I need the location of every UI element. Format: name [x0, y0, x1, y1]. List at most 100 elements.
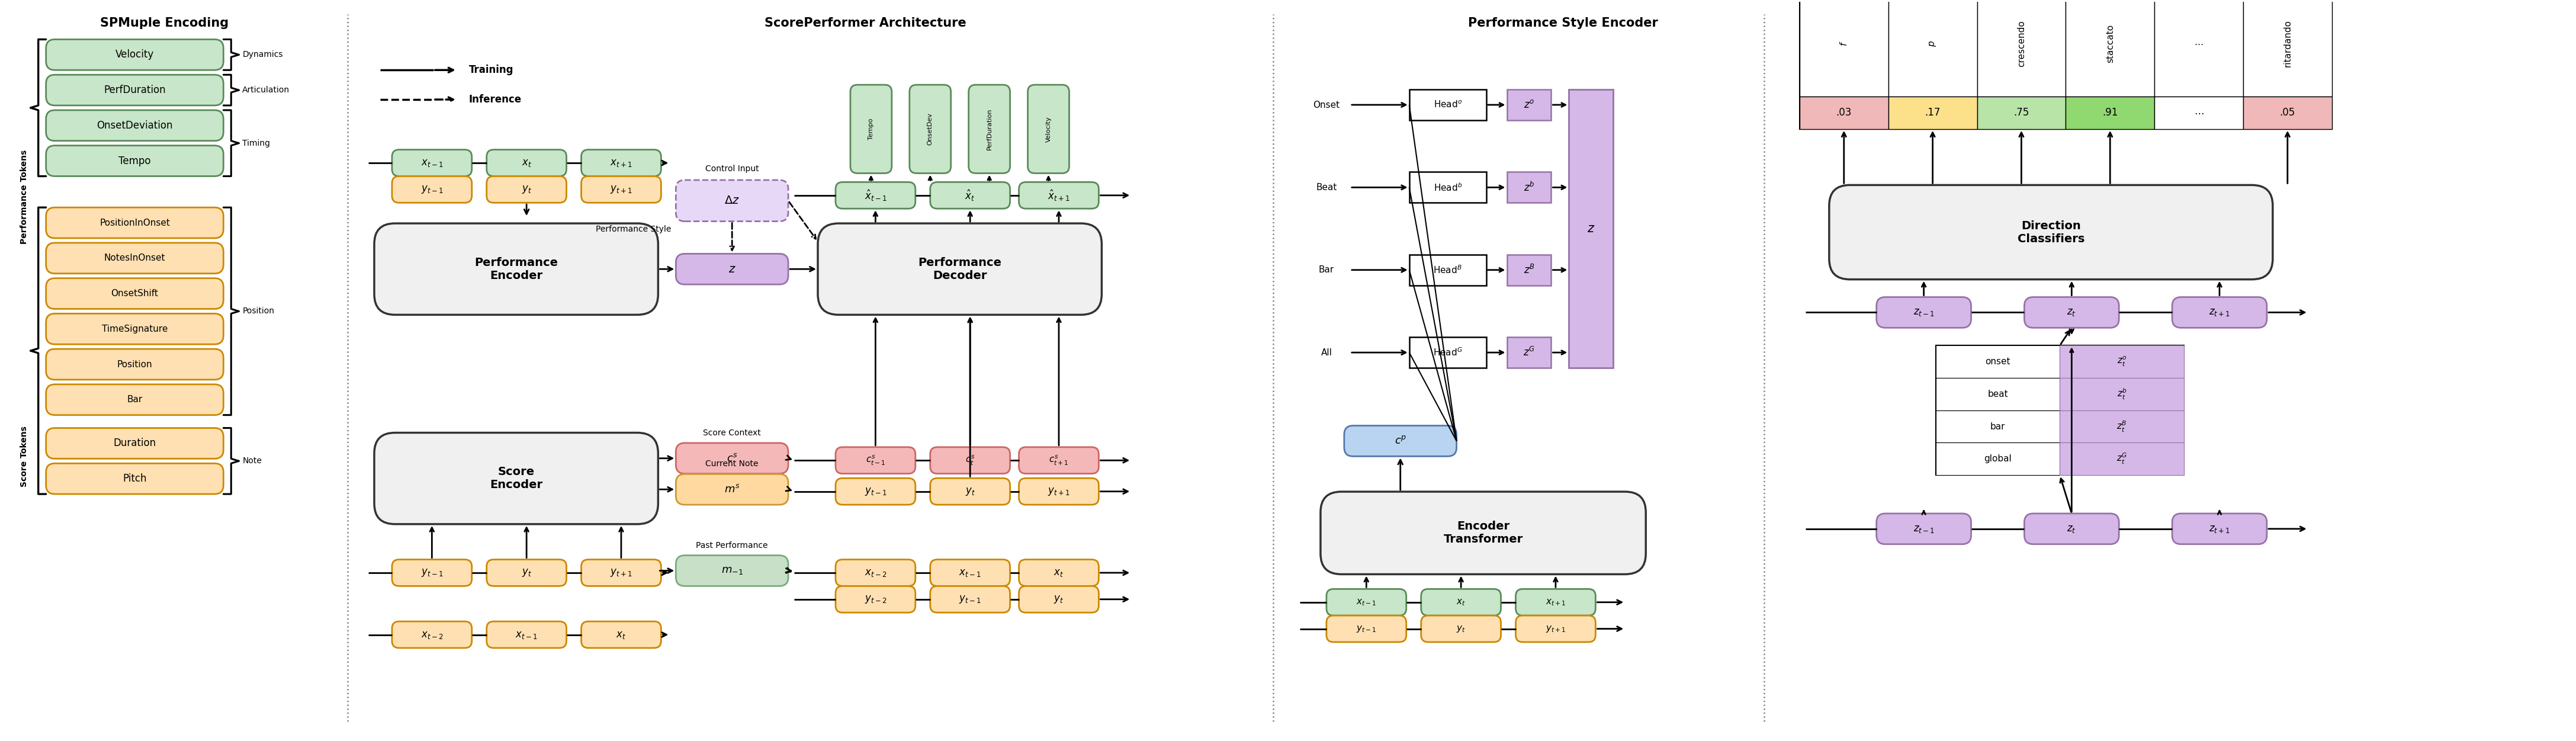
Text: Head$^B$: Head$^B$ — [1432, 265, 1463, 276]
Text: ScorePerformer Architecture: ScorePerformer Architecture — [765, 17, 966, 29]
Text: $y_{t-1}$: $y_{t-1}$ — [1355, 624, 1376, 634]
Text: OnsetDeviation: OnsetDeviation — [98, 120, 173, 131]
Text: Pitch: Pitch — [124, 473, 147, 484]
FancyBboxPatch shape — [487, 176, 567, 203]
Text: $z_t$: $z_t$ — [2066, 523, 2076, 534]
Text: $z^o$: $z^o$ — [1522, 99, 1535, 110]
Text: Performance
Encoder: Performance Encoder — [474, 257, 559, 282]
Text: $z_t$: $z_t$ — [2066, 307, 2076, 318]
Text: $z$: $z$ — [729, 264, 737, 275]
Text: Tempo: Tempo — [868, 119, 873, 140]
Text: Control Input: Control Input — [706, 165, 760, 173]
FancyBboxPatch shape — [1422, 616, 1502, 642]
Text: .03: .03 — [1837, 107, 1852, 118]
Bar — [2061, 378, 2184, 411]
Text: PerfDuration: PerfDuration — [987, 108, 992, 150]
Bar — [1409, 172, 1486, 203]
FancyBboxPatch shape — [675, 180, 788, 222]
Text: $x_{t-1}$: $x_{t-1}$ — [1355, 597, 1376, 607]
Text: $x_{t+1}$: $x_{t+1}$ — [1546, 597, 1566, 607]
Text: OnsetShift: OnsetShift — [111, 289, 157, 298]
Text: Bar: Bar — [126, 395, 142, 404]
FancyBboxPatch shape — [582, 559, 662, 586]
Text: Performance Style: Performance Style — [595, 225, 672, 233]
FancyBboxPatch shape — [46, 463, 224, 494]
FancyBboxPatch shape — [1020, 447, 1100, 473]
Text: Position: Position — [242, 307, 273, 316]
FancyBboxPatch shape — [582, 176, 662, 203]
FancyBboxPatch shape — [374, 433, 657, 524]
Text: PerfDuration: PerfDuration — [103, 84, 165, 96]
FancyBboxPatch shape — [675, 555, 788, 586]
Text: Bar: Bar — [1319, 265, 1334, 274]
FancyBboxPatch shape — [1020, 586, 1100, 613]
Text: $c^s$: $c^s$ — [726, 453, 737, 464]
Text: .75: .75 — [2014, 107, 2030, 118]
FancyBboxPatch shape — [1327, 589, 1406, 616]
FancyBboxPatch shape — [969, 84, 1010, 173]
Bar — [1507, 255, 1551, 285]
Text: Current Note: Current Note — [706, 460, 757, 468]
Text: $p$: $p$ — [1927, 40, 1937, 47]
Text: Direction
Classifiers: Direction Classifiers — [2017, 220, 2084, 245]
Bar — [2154, 0, 2244, 96]
Bar — [1935, 345, 2061, 378]
Text: All: All — [1321, 348, 1332, 357]
FancyBboxPatch shape — [835, 182, 914, 209]
Text: Encoder
Transformer: Encoder Transformer — [1443, 521, 1522, 545]
FancyBboxPatch shape — [487, 150, 567, 176]
Text: $z_t^G$: $z_t^G$ — [2117, 452, 2128, 466]
Bar — [2061, 411, 2184, 442]
Text: $z_t^o$: $z_t^o$ — [2117, 356, 2128, 368]
Bar — [1507, 172, 1551, 203]
Text: .17: .17 — [1924, 107, 1940, 118]
FancyBboxPatch shape — [582, 150, 662, 176]
Text: Duration: Duration — [113, 438, 157, 448]
Text: $y_{t+1}$: $y_{t+1}$ — [611, 568, 631, 578]
Text: $x_t$: $x_t$ — [616, 629, 626, 640]
Text: $\cdots$: $\cdots$ — [2195, 107, 2202, 118]
Text: $y_{t-1}$: $y_{t-1}$ — [420, 568, 443, 578]
FancyBboxPatch shape — [835, 478, 914, 505]
Text: Score Tokens: Score Tokens — [21, 426, 28, 487]
Text: $x_{t-2}$: $x_{t-2}$ — [420, 629, 443, 640]
Text: Beat: Beat — [1316, 183, 1337, 192]
Text: $z_{t-1}$: $z_{t-1}$ — [1914, 307, 1935, 318]
FancyBboxPatch shape — [930, 478, 1010, 505]
Text: $c^s_{t-1}$: $c^s_{t-1}$ — [866, 454, 886, 467]
Text: $m_{-1}$: $m_{-1}$ — [721, 565, 742, 576]
FancyBboxPatch shape — [46, 428, 224, 459]
FancyBboxPatch shape — [1875, 297, 1971, 328]
FancyBboxPatch shape — [487, 622, 567, 648]
Text: $c^s_t$: $c^s_t$ — [966, 454, 974, 467]
FancyBboxPatch shape — [1829, 185, 2272, 279]
Text: $f$: $f$ — [1839, 41, 1850, 46]
Text: $c^s_{t+1}$: $c^s_{t+1}$ — [1048, 454, 1069, 467]
Text: $\cdots$: $\cdots$ — [2195, 39, 2202, 48]
Text: NotesInOnset: NotesInOnset — [103, 253, 165, 262]
FancyBboxPatch shape — [392, 622, 471, 648]
FancyBboxPatch shape — [2025, 514, 2120, 544]
Text: $\hat{x}_{t+1}$: $\hat{x}_{t+1}$ — [1048, 188, 1069, 202]
Text: Performance Tokens: Performance Tokens — [21, 150, 28, 244]
Bar — [1935, 442, 2061, 475]
Text: $z_{t-1}$: $z_{t-1}$ — [1914, 523, 1935, 534]
Bar — [1409, 255, 1486, 285]
Text: $z_{t+1}$: $z_{t+1}$ — [2208, 523, 2231, 534]
Bar — [2154, 96, 2244, 129]
Text: Performance Style Encoder: Performance Style Encoder — [1468, 17, 1659, 29]
Bar — [1569, 90, 1613, 368]
Bar — [2244, 0, 2331, 96]
FancyBboxPatch shape — [46, 207, 224, 238]
Text: $m^s$: $m^s$ — [724, 484, 739, 495]
Text: Score Context: Score Context — [703, 429, 760, 437]
Text: Tempo: Tempo — [118, 156, 152, 166]
FancyBboxPatch shape — [675, 443, 788, 473]
Text: Velocity: Velocity — [1046, 116, 1051, 142]
FancyBboxPatch shape — [1515, 589, 1595, 616]
Text: $z_{t+1}$: $z_{t+1}$ — [2208, 307, 2231, 318]
Text: $y_t$: $y_t$ — [520, 568, 531, 578]
Text: $z_t^b$: $z_t^b$ — [2117, 388, 2128, 401]
Bar — [1935, 345, 2184, 475]
Text: Inference: Inference — [469, 94, 523, 105]
